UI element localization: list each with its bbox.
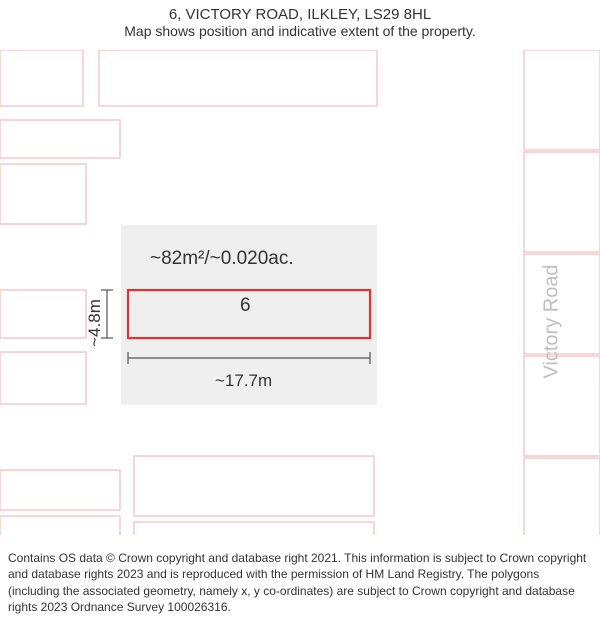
property-number: 6 — [240, 295, 251, 317]
road-label: Victory Road — [541, 264, 564, 378]
map-canvas: Victory Road ~82m²/~0.020ac. ~4.8m ~17.7… — [0, 50, 600, 535]
header: 6, VICTORY ROAD, ILKLEY, LS29 8HL Map sh… — [0, 0, 600, 43]
map-svg — [0, 50, 600, 535]
page-subtitle: Map shows position and indicative extent… — [10, 23, 590, 39]
page-title: 6, VICTORY ROAD, ILKLEY, LS29 8HL — [10, 6, 590, 23]
height-dimension-label: ~4.8m — [85, 299, 105, 347]
copyright-footer: Contains OS data © Crown copyright and d… — [0, 544, 600, 625]
area-label: ~82m²/~0.020ac. — [150, 248, 294, 270]
width-dimension-label: ~17.7m — [215, 371, 272, 391]
